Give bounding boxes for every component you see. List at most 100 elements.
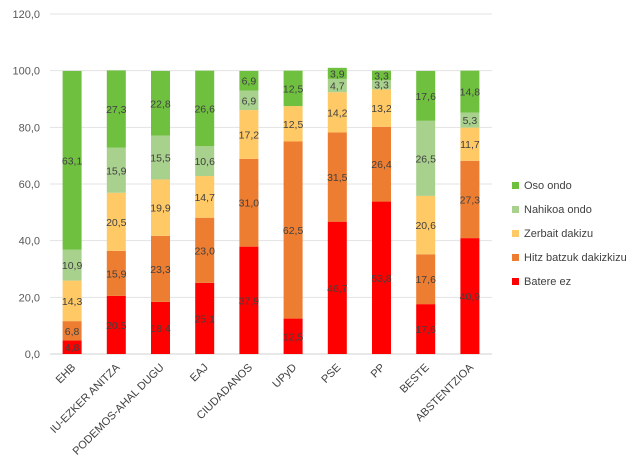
data-label: 17,6 [415, 91, 436, 103]
data-label: 10,6 [194, 156, 215, 168]
data-label: 15,5 [150, 153, 171, 165]
bar-segment [416, 304, 436, 354]
bar-segment [106, 192, 126, 251]
data-label: 17,2 [239, 129, 260, 141]
bar-segment [106, 147, 126, 193]
data-label: 13,2 [371, 103, 392, 115]
y-tick-label: 60,0 [19, 179, 40, 191]
bar-segment [327, 132, 347, 222]
bar-segment [62, 321, 82, 341]
bar-segment [62, 249, 82, 281]
bar-segment [151, 235, 170, 302]
data-label: 10,9 [62, 260, 83, 272]
y-tick-label: 40,0 [19, 236, 40, 248]
data-label: 15,9 [106, 165, 127, 177]
bar-segment [416, 195, 436, 255]
bar-segment [151, 135, 170, 180]
data-label: 12,5 [283, 83, 304, 95]
bar-segment [283, 70, 303, 107]
bar-segment [283, 318, 303, 354]
data-label: 14,3 [62, 296, 83, 308]
data-label: 18,4 [150, 323, 171, 335]
bar-segment [416, 254, 436, 305]
data-label: 62,5 [283, 225, 304, 237]
data-label: 63,1 [62, 155, 83, 167]
legend-label: Zerbait dakizu [524, 228, 593, 240]
data-label: 37,9 [239, 295, 260, 307]
data-label: 4,7 [330, 81, 345, 93]
bar-segment [416, 70, 436, 121]
bar-segment [239, 158, 259, 247]
data-label: 5,3 [463, 115, 478, 127]
x-category-label: BESTE [398, 362, 432, 396]
bar-segment [239, 110, 259, 159]
legend-swatch [512, 230, 519, 237]
bar-segment [106, 250, 126, 296]
data-label: 46,7 [327, 283, 348, 295]
bar-segment [327, 78, 347, 93]
bar-segment [460, 160, 480, 239]
bar-segment [151, 301, 170, 354]
data-label: 15,9 [106, 268, 127, 280]
legend-swatch [512, 206, 519, 213]
bar-segment [195, 70, 215, 147]
bar-segment [283, 141, 303, 319]
bar-segment [195, 282, 215, 354]
bar-segment [283, 106, 303, 142]
data-label: 14,8 [460, 87, 481, 99]
bar-segment [62, 340, 82, 354]
data-label: 3,3 [374, 80, 389, 92]
data-label: 22,8 [150, 98, 171, 110]
data-label: 14,7 [194, 192, 215, 204]
bar-segment [372, 201, 391, 354]
data-label: 12,5 [283, 119, 304, 131]
x-category-label: EHB [54, 362, 78, 386]
data-label: 12,5 [283, 331, 304, 343]
bar-segment [195, 146, 215, 177]
bar-segment [460, 112, 480, 128]
x-category-label: EAJ [188, 362, 211, 385]
data-label: 23,0 [194, 245, 215, 257]
x-category-label: PODEMOS-AHAL DUGU [71, 362, 167, 458]
data-label: 20,5 [106, 320, 127, 332]
data-label: 6,9 [242, 95, 257, 107]
data-label: 20,5 [106, 217, 127, 229]
data-label: 6,8 [65, 326, 80, 338]
legend-swatch [512, 254, 519, 261]
data-label: 20,6 [415, 220, 436, 232]
bar-segment [195, 176, 215, 218]
data-label: 11,7 [460, 139, 480, 151]
legend-label: Batere ez [524, 276, 571, 288]
bar-segment [239, 90, 259, 111]
data-label: 40,9 [460, 291, 481, 303]
data-label: 31,5 [327, 172, 348, 184]
x-category-label: PSE [319, 362, 343, 386]
data-label: 14,2 [327, 107, 348, 119]
bar-segment [106, 295, 126, 354]
x-category-label: PP [369, 362, 388, 381]
data-label: 26,6 [194, 103, 215, 115]
bar-segment [327, 221, 347, 354]
x-category-label: UPyD [270, 362, 299, 391]
bar-segment [460, 238, 480, 354]
bar-segment [239, 246, 259, 354]
y-tick-label: 0,0 [25, 349, 40, 361]
bar-segment [416, 120, 436, 196]
data-label: 27,3 [460, 194, 481, 206]
legend-label: Hitz batzuk dakizkizu [524, 252, 627, 264]
bar-segment [151, 179, 170, 236]
data-label: 6,9 [242, 76, 257, 88]
legend-swatch [512, 182, 519, 189]
data-label: 3,3 [374, 70, 389, 82]
y-tick-label: 20,0 [19, 292, 40, 304]
bar-segment [372, 80, 391, 90]
bar-segment [327, 92, 347, 133]
bar-segment [372, 70, 391, 81]
data-label: 26,4 [371, 159, 392, 171]
legend-swatch [512, 278, 519, 285]
data-label: 31,0 [239, 198, 260, 210]
y-tick-label: 100,0 [12, 66, 40, 78]
data-label: 23,3 [150, 264, 171, 276]
data-label: 17,6 [415, 274, 436, 286]
